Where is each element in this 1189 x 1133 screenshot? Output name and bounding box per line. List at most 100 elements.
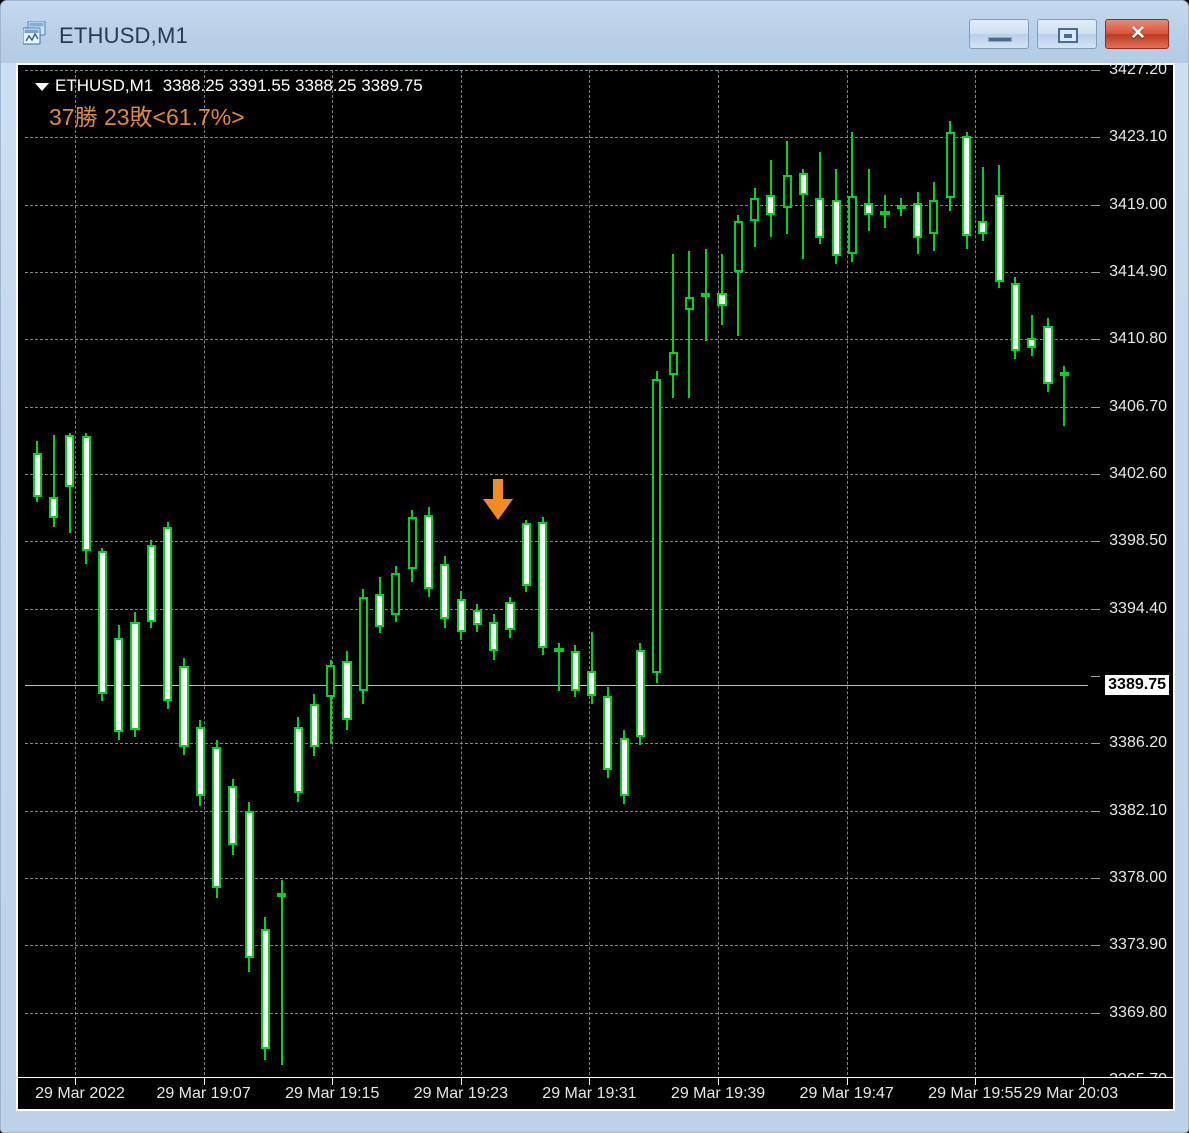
price-tick-label: 3423.10 xyxy=(1109,128,1167,146)
grid-line-vertical xyxy=(332,70,334,1080)
time-tick-label: 29 Mar 19:47 xyxy=(799,1085,894,1102)
candle-body-bearish xyxy=(277,892,287,897)
candle-body-bearish xyxy=(228,786,238,846)
candle-body-bearish xyxy=(603,695,613,770)
candlestick xyxy=(864,70,874,1080)
grid-line-vertical xyxy=(718,70,720,1080)
candlestick xyxy=(782,70,792,1080)
candle-wick xyxy=(802,168,805,259)
time-tick xyxy=(1082,1078,1084,1085)
candlestick xyxy=(260,70,271,1080)
candlestick xyxy=(668,70,678,1080)
candle-wick xyxy=(867,168,870,231)
grid-line-horizontal xyxy=(25,945,1088,947)
candlestick xyxy=(179,70,189,1080)
candlestick xyxy=(1059,70,1069,1080)
candle-body-bullish xyxy=(391,572,401,616)
candle-body-bearish xyxy=(831,199,841,256)
price-axis[interactable]: 3427.20 3423.10 3419.00 3414.90 3410.80 3406.… xyxy=(1091,61,1173,1088)
candlestick xyxy=(994,70,1004,1080)
candle-body-bearish xyxy=(163,526,173,701)
grid-line-horizontal xyxy=(25,137,1088,139)
candlestick xyxy=(407,70,417,1080)
candle-body-bearish xyxy=(717,293,727,307)
grid-line-horizontal xyxy=(25,541,1088,543)
candle-body-bearish xyxy=(798,173,809,195)
maximize-button[interactable] xyxy=(1037,19,1097,49)
candlestick xyxy=(81,70,91,1080)
price-tick xyxy=(1091,878,1100,879)
price-tick-label: 3378.00 xyxy=(1109,869,1167,886)
chevron-down-icon[interactable] xyxy=(35,82,49,91)
grid-line-vertical xyxy=(975,70,977,1080)
candle-body-bearish xyxy=(130,621,140,731)
time-tick xyxy=(74,1078,76,1085)
candle-body-bearish xyxy=(146,544,156,622)
candle-body-bullish xyxy=(945,132,955,199)
candle-body-bearish xyxy=(505,602,515,630)
candle-body-bearish xyxy=(260,928,271,1049)
candle-body-bearish xyxy=(619,738,629,796)
candle-body-bearish xyxy=(489,621,499,652)
candlestick xyxy=(733,70,743,1080)
candlestick xyxy=(798,70,809,1080)
candle-body-bearish xyxy=(423,515,434,589)
chart-plot-area[interactable]: ETHUSD,M1 3388.25 3391.55 3388.25 3389.7… xyxy=(25,70,1088,1080)
price-tick-label: 3406.70 xyxy=(1109,397,1167,415)
candlestick xyxy=(326,70,336,1080)
candle-wick xyxy=(557,643,560,691)
candle-body-bearish xyxy=(570,651,580,691)
price-tick xyxy=(1091,676,1100,677)
candlestick xyxy=(815,70,825,1080)
candle-wick xyxy=(981,166,984,241)
candlestick xyxy=(701,70,711,1080)
time-axis[interactable]: 29 Mar 2022 29 Mar 19:07 29 Mar 19:15 29 Ma… xyxy=(18,1077,1173,1109)
grid-line-horizontal xyxy=(25,339,1088,341)
price-tick-label: 3373.90 xyxy=(1109,936,1167,954)
time-tick-label: 29 Mar 19:15 xyxy=(285,1085,380,1102)
time-tick-label: 29 Mar 19:39 xyxy=(670,1085,766,1102)
grid-line-vertical xyxy=(460,70,462,1080)
candlestick xyxy=(684,70,694,1080)
grid-line-horizontal xyxy=(25,608,1088,610)
price-tick-label: 3414.90 xyxy=(1109,263,1167,280)
price-tick xyxy=(1091,608,1100,610)
candlestick xyxy=(277,70,287,1080)
candle-body-bullish xyxy=(652,378,662,673)
price-tick xyxy=(1091,204,1100,206)
candlestick xyxy=(831,70,841,1080)
candle-body-bullish xyxy=(782,175,792,208)
minimize-button[interactable] xyxy=(969,19,1029,49)
candlestick xyxy=(945,70,955,1080)
candlestick xyxy=(342,70,352,1080)
price-tick xyxy=(1091,137,1100,139)
candle-body-bearish xyxy=(195,726,205,796)
candle-body-bearish xyxy=(1027,337,1037,348)
ohlc-values: 3388.25 3391.55 3388.25 3389.75 xyxy=(162,76,423,95)
candle-body-bearish xyxy=(913,203,923,238)
candle-wick xyxy=(52,434,55,527)
candle-body-bullish xyxy=(880,211,890,216)
time-tick xyxy=(718,1078,720,1085)
candle-body-bullish xyxy=(896,204,906,209)
grid-line-horizontal xyxy=(25,272,1088,273)
candle-body-bearish xyxy=(538,521,548,649)
window-titlebar[interactable]: ETHUSD,M1 ✕ xyxy=(1,1,1188,63)
price-tick xyxy=(1091,743,1100,745)
candlestick xyxy=(896,70,906,1080)
current-price-line xyxy=(25,685,1088,687)
price-tick xyxy=(1091,70,1100,71)
candle-wick xyxy=(590,631,593,704)
candlestick xyxy=(163,70,173,1080)
close-button[interactable]: ✕ xyxy=(1105,19,1169,49)
candlestick xyxy=(65,70,75,1080)
candle-body-bearish xyxy=(456,598,466,632)
candle-body-bearish xyxy=(375,593,385,627)
candle-wick xyxy=(1030,314,1033,356)
candlestick xyxy=(586,70,597,1080)
chart-frame: ETHUSD,M1 3388.25 3391.55 3388.25 3389.7… xyxy=(16,61,1175,1111)
win-loss-stats: 37勝 23敗<61.7%> xyxy=(49,104,245,130)
candle-body-bearish xyxy=(961,135,972,236)
candlestick xyxy=(750,70,760,1080)
